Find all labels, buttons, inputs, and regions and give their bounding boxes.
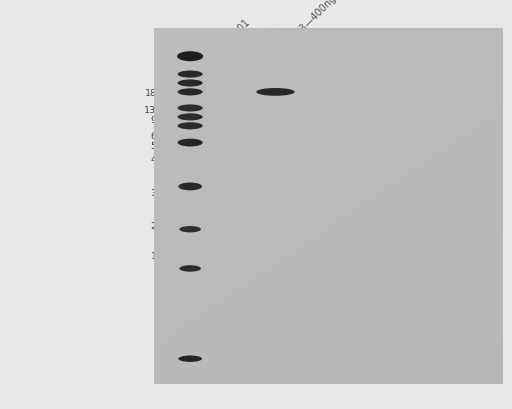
Text: 55kDa: 55kDa xyxy=(151,142,181,151)
Text: 43kDa: 43kDa xyxy=(151,155,181,164)
Text: HA8-V52H3—400ng: HA8-V52H3—400ng xyxy=(263,0,338,67)
Ellipse shape xyxy=(178,183,202,191)
Text: 180kDa: 180kDa xyxy=(144,89,181,97)
Text: 33kDa: 33kDa xyxy=(150,189,181,198)
Text: 25kDa: 25kDa xyxy=(151,221,181,230)
Ellipse shape xyxy=(178,105,203,112)
Ellipse shape xyxy=(178,139,203,147)
Ellipse shape xyxy=(178,80,203,88)
Text: 8kDa: 8kDa xyxy=(157,321,181,330)
Ellipse shape xyxy=(178,114,203,121)
Ellipse shape xyxy=(179,265,201,272)
Text: 65kDa: 65kDa xyxy=(151,132,181,141)
Ellipse shape xyxy=(178,71,203,79)
Text: 130kDa: 130kDa xyxy=(144,106,181,115)
Ellipse shape xyxy=(178,89,203,96)
Ellipse shape xyxy=(257,89,294,97)
Text: 17kDa: 17kDa xyxy=(151,252,181,261)
Text: Marker-1001: Marker-1001 xyxy=(202,17,252,67)
Ellipse shape xyxy=(178,356,202,362)
Text: 95kDa: 95kDa xyxy=(151,116,181,125)
Ellipse shape xyxy=(178,123,203,130)
Ellipse shape xyxy=(177,52,203,62)
Ellipse shape xyxy=(179,227,201,233)
